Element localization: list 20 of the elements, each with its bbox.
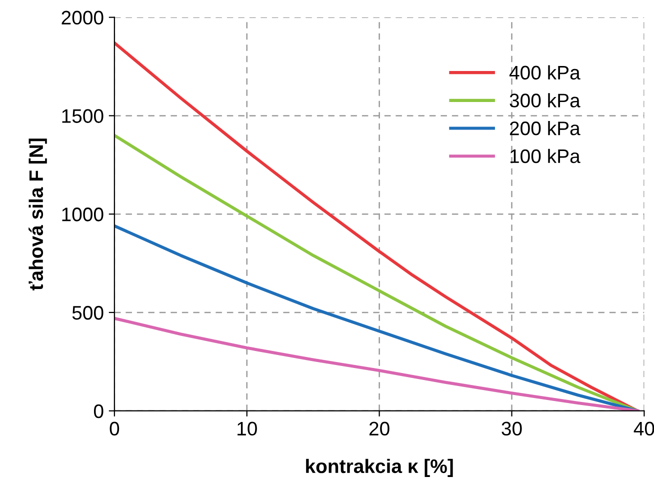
line-series bbox=[114, 134, 640, 411]
x-tick-label: 20 bbox=[369, 422, 390, 436]
legend-label: 400 kPa bbox=[509, 65, 580, 80]
line-series bbox=[114, 41, 640, 411]
x-axis-title: kontrakcia κ [%] bbox=[306, 458, 453, 477]
y-axis-title: ťahová sila F [N] bbox=[28, 138, 47, 290]
y-tick-label: 1000 bbox=[62, 208, 104, 222]
y-tick-label: 2000 bbox=[62, 10, 104, 25]
x-tick-label: 30 bbox=[502, 422, 522, 436]
line-series bbox=[114, 224, 640, 411]
x-tick-label: 40 bbox=[634, 422, 654, 436]
y-tick-label: 0 bbox=[94, 404, 104, 418]
legend-label: 300 kPa bbox=[510, 93, 580, 108]
x-tick-label: 10 bbox=[238, 422, 257, 436]
legend-label: 200 kPa bbox=[510, 120, 580, 136]
line-series bbox=[114, 316, 640, 411]
y-tick-label: 500 bbox=[72, 306, 104, 320]
legend-label: 100 kPa bbox=[510, 148, 580, 164]
y-tick-label: 1500 bbox=[62, 109, 104, 123]
x-tick-label: 0 bbox=[110, 422, 120, 436]
